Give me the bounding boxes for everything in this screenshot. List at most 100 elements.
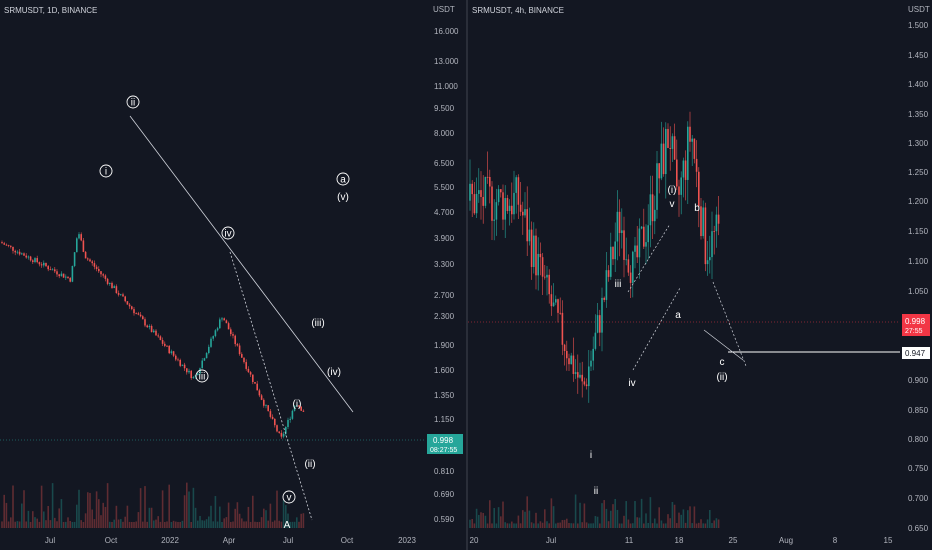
right-price-scale[interactable]: USDT 1.500 1.450 1.400 1.350 1.300 1.250 1.200… (900, 0, 932, 550)
right-candle[interactable] (541, 257, 544, 277)
left-candle[interactable] (254, 382, 256, 384)
left-candle[interactable] (256, 383, 258, 391)
left-candle[interactable] (82, 240, 85, 252)
left-candle[interactable] (247, 368, 250, 373)
left-candle[interactable] (267, 405, 269, 412)
left-candle[interactable] (168, 345, 170, 354)
right-candle[interactable] (478, 190, 480, 194)
left-candle[interactable] (67, 276, 69, 279)
left-candle[interactable] (7, 245, 10, 246)
left-candle[interactable] (137, 313, 140, 315)
right-candle[interactable] (678, 186, 680, 195)
left-candle[interactable] (76, 238, 78, 253)
left-candle[interactable] (155, 330, 157, 336)
left-candle[interactable] (203, 358, 206, 361)
right-candle[interactable] (680, 177, 682, 195)
left-candle[interactable] (280, 432, 283, 437)
right-candle[interactable] (513, 192, 515, 215)
right-candle[interactable] (621, 230, 623, 233)
pane-divider[interactable] (466, 0, 468, 550)
left-candle[interactable] (190, 370, 192, 379)
left-candle[interactable] (78, 234, 80, 239)
left-trendlines[interactable] (129, 115, 354, 521)
right-candle[interactable] (524, 209, 526, 216)
right-candle[interactable] (511, 205, 513, 215)
right-candle[interactable] (651, 194, 654, 222)
right-candle[interactable] (689, 126, 691, 142)
left-candle[interactable] (144, 319, 146, 326)
left-candle[interactable] (164, 343, 166, 346)
right-candle[interactable] (473, 194, 476, 214)
left-candle[interactable] (128, 304, 131, 307)
right-candle[interactable] (632, 251, 634, 283)
right-candle[interactable] (539, 253, 542, 258)
right-candle[interactable] (616, 211, 619, 242)
right-candle[interactable] (638, 228, 641, 258)
left-candle[interactable] (98, 269, 100, 272)
left-candle[interactable] (159, 336, 162, 341)
left-candle[interactable] (205, 353, 208, 359)
right-candle[interactable] (568, 358, 570, 365)
right-time-axis[interactable]: 20 Jul 11 18 25 Aug 8 15 (468, 530, 900, 550)
right-candle[interactable] (530, 229, 533, 267)
left-candle[interactable] (91, 261, 93, 264)
right-candle[interactable] (709, 257, 711, 261)
left-candle[interactable] (102, 274, 104, 276)
left-candle[interactable] (148, 325, 151, 328)
channel-upper[interactable] (627, 223, 671, 293)
left-candle[interactable] (300, 406, 302, 411)
right-candle[interactable] (599, 315, 601, 333)
right-candle[interactable] (662, 143, 665, 175)
right-candle[interactable] (519, 204, 522, 212)
left-candle[interactable] (274, 418, 276, 426)
right-candle[interactable] (535, 235, 537, 276)
left-chart-pane[interactable]: i ii iii iv v a (iii) (iv) (0, 0, 466, 550)
right-candle[interactable] (687, 126, 689, 180)
left-candle[interactable] (252, 374, 254, 383)
upper-trendline[interactable] (129, 115, 354, 413)
left-candle[interactable] (71, 265, 74, 282)
left-candle[interactable] (10, 245, 12, 247)
left-candle[interactable] (221, 318, 223, 320)
left-candle[interactable] (186, 368, 188, 373)
right-candle[interactable] (627, 259, 630, 273)
wedge-upper[interactable] (712, 281, 747, 367)
left-candle[interactable] (241, 354, 243, 358)
right-candle[interactable] (517, 177, 520, 205)
left-candle[interactable] (214, 330, 217, 337)
left-candle[interactable] (234, 335, 236, 345)
right-candle[interactable] (590, 360, 592, 367)
left-candle[interactable] (80, 234, 82, 241)
left-candle[interactable] (258, 390, 261, 396)
right-candle[interactable] (504, 198, 506, 220)
right-candle[interactable] (563, 344, 566, 352)
left-candle[interactable] (181, 364, 184, 366)
right-candle[interactable] (676, 159, 678, 187)
left-candle[interactable] (5, 244, 8, 246)
left-candle[interactable] (93, 263, 96, 267)
left-candle[interactable] (87, 258, 89, 260)
left-candle[interactable] (230, 329, 232, 335)
right-candle[interactable] (528, 229, 531, 242)
left-candle[interactable] (271, 416, 274, 419)
left-candle[interactable] (126, 301, 129, 305)
right-candle[interactable] (495, 202, 498, 220)
left-candle[interactable] (117, 293, 120, 295)
left-candle[interactable] (249, 372, 252, 375)
left-candle[interactable] (298, 405, 300, 407)
right-candle[interactable] (634, 245, 636, 252)
right-candle[interactable] (647, 225, 649, 243)
right-candle[interactable] (548, 274, 550, 295)
right-candle[interactable] (700, 206, 702, 237)
right-candle[interactable] (475, 193, 478, 214)
right-candle[interactable] (636, 245, 638, 258)
left-candle[interactable] (16, 251, 19, 253)
right-candle[interactable] (704, 207, 707, 265)
right-candle[interactable] (570, 355, 572, 365)
left-candle[interactable] (84, 251, 87, 259)
left-candle[interactable] (263, 399, 265, 406)
right-candle[interactable] (592, 348, 594, 361)
right-candle[interactable] (673, 136, 676, 160)
right-candle[interactable] (537, 253, 539, 276)
right-candle[interactable] (698, 171, 700, 207)
